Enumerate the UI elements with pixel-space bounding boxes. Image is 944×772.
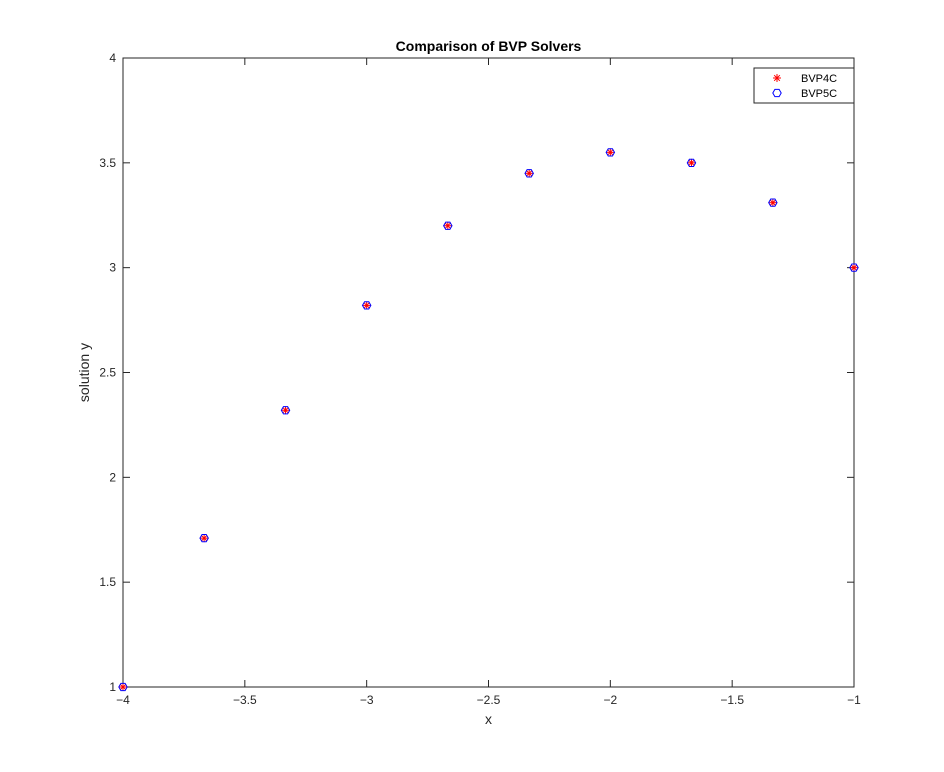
y-tick-label: 3.5 (99, 156, 116, 170)
x-tick-label: −3 (360, 693, 374, 707)
bvp5c-point (686, 158, 697, 167)
bvp5c-point (524, 169, 534, 178)
tick-group: −4 −3.5 −3 −2.5 −2 −1.5 −1 1 1.5 2 2.5 3 3.5 4 (99, 51, 861, 707)
bvp4c-point (606, 148, 615, 157)
plot-area (122, 57, 855, 688)
y-tick-label: 2.5 (99, 366, 116, 380)
y-tick-label: 1.5 (99, 575, 116, 589)
bvp5c-point (849, 263, 859, 272)
legend-marker (772, 88, 782, 98)
bvp4c-point (768, 198, 777, 207)
x-tick-label: −1.5 (720, 693, 744, 707)
bvp5c-point (118, 682, 128, 692)
bvp4c-point (200, 534, 209, 543)
x-tick-label: −1 (847, 693, 861, 707)
legend-label: BVP5C (801, 88, 837, 100)
bvp4c-point (281, 406, 290, 415)
bvp5c-point (280, 406, 291, 415)
bvp5c-point (605, 148, 616, 157)
y-tick-label: 1 (109, 680, 116, 694)
chart-title: Comparison of BVP Solvers (396, 38, 582, 54)
x-tick-label: −3.5 (233, 693, 257, 707)
y-tick-label: 2 (109, 470, 116, 484)
y-tick-label: 4 (109, 51, 116, 65)
x-axis-label: x (485, 711, 492, 727)
bvp4c-point (525, 169, 534, 178)
legend-label: BVP4C (801, 73, 837, 85)
legend: BVP4C BVP5C (753, 67, 855, 104)
y-axis-label: solution y (76, 343, 92, 402)
legend-marker (773, 74, 781, 82)
bvp5c-point (361, 301, 372, 310)
bvp5c-point (443, 221, 453, 230)
bvp4c-point (687, 158, 696, 167)
bvp4c-point (119, 683, 127, 691)
y-tick-label: 3 (109, 261, 116, 275)
bvp5c-point (768, 198, 778, 207)
bvp4c-point (850, 263, 858, 272)
x-tick-label: −2.5 (477, 693, 501, 707)
legend-box (753, 67, 855, 104)
bvp4c-point (443, 221, 452, 230)
x-tick-label: −2 (603, 693, 617, 707)
bvp5c-point (199, 534, 209, 543)
bvp4c-point (362, 301, 371, 310)
series-group (118, 148, 859, 692)
x-tick-label: −4 (116, 693, 130, 707)
